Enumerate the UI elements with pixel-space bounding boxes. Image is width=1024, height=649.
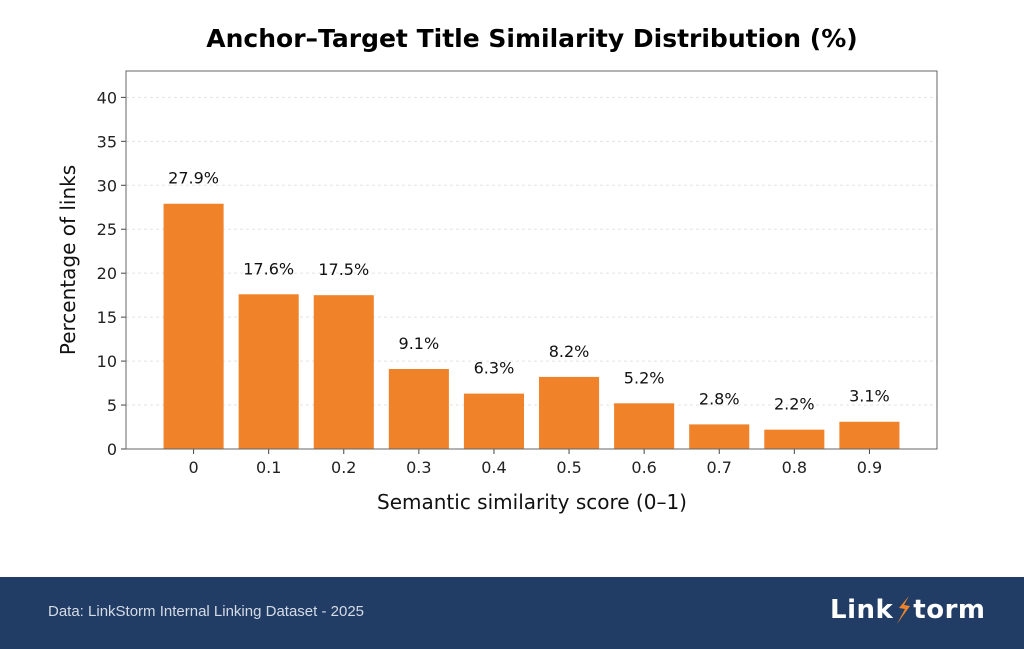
bar-0.1 bbox=[238, 294, 299, 449]
y-tick-label: 30 bbox=[97, 176, 117, 195]
data-source-note: Data: LinkStorm Internal Linking Dataset… bbox=[48, 603, 365, 620]
y-tick-label: 10 bbox=[97, 352, 117, 371]
y-axis-label: Percentage of links bbox=[56, 165, 80, 355]
y-tick-label: 40 bbox=[97, 88, 117, 107]
y-tick-label: 0 bbox=[107, 440, 117, 459]
data-label: 5.2% bbox=[624, 368, 665, 387]
data-label: 9.1% bbox=[399, 334, 440, 353]
x-tick-label: 0.9 bbox=[857, 458, 882, 477]
logo-text-left: Link bbox=[830, 595, 894, 625]
x-tick-label: 0.2 bbox=[331, 458, 356, 477]
x-tick-label: 0.5 bbox=[556, 458, 581, 477]
data-label: 3.1% bbox=[849, 387, 890, 406]
linkstorm-logo: Link torm bbox=[830, 595, 986, 625]
bar-0.7 bbox=[689, 424, 750, 449]
y-tick-label: 15 bbox=[97, 308, 117, 327]
chart-title: Anchor–Target Title Similarity Distribut… bbox=[206, 24, 857, 53]
data-label: 2.2% bbox=[774, 395, 815, 414]
bar-0.8 bbox=[764, 429, 825, 449]
logo-text-right: torm bbox=[913, 595, 986, 625]
footer-banner: Data: LinkStorm Internal Linking Dataset… bbox=[0, 577, 1024, 649]
y-tick-label: 25 bbox=[97, 220, 117, 239]
bar-0.6 bbox=[614, 403, 675, 449]
bar-0.9 bbox=[839, 421, 900, 449]
x-tick-label: 0.1 bbox=[256, 458, 281, 477]
bar-0.2 bbox=[313, 295, 374, 449]
x-tick-label: 0.6 bbox=[631, 458, 656, 477]
x-tick-label: 0.7 bbox=[707, 458, 732, 477]
data-label: 17.6% bbox=[243, 259, 294, 278]
data-label: 17.5% bbox=[318, 260, 369, 279]
bar-0 bbox=[163, 203, 224, 449]
bar-0.4 bbox=[463, 393, 524, 449]
data-label: 27.9% bbox=[168, 169, 219, 188]
data-label: 6.3% bbox=[474, 359, 515, 378]
bar-chart: Anchor–Target Title Similarity Distribut… bbox=[56, 24, 938, 514]
y-tick-label: 20 bbox=[97, 264, 117, 283]
y-tick-label: 35 bbox=[97, 132, 117, 151]
bar-0.5 bbox=[539, 376, 600, 449]
data-label: 8.2% bbox=[549, 342, 590, 361]
x-axis-label: Semantic similarity score (0–1) bbox=[377, 490, 687, 514]
y-tick-label: 5 bbox=[107, 396, 117, 415]
bar-0.3 bbox=[388, 369, 449, 449]
x-tick-label: 0.8 bbox=[782, 458, 807, 477]
x-tick-label: 0 bbox=[188, 458, 198, 477]
lightning-bolt-icon bbox=[897, 596, 911, 624]
plot-frame bbox=[125, 70, 938, 450]
x-tick-label: 0.4 bbox=[481, 458, 506, 477]
x-tick-label: 0.3 bbox=[406, 458, 431, 477]
data-label: 2.8% bbox=[699, 389, 740, 408]
